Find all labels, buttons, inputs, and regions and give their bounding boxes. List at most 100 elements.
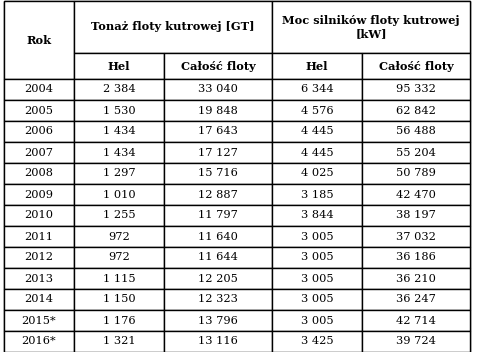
Bar <box>164 268 272 289</box>
Bar <box>272 142 362 163</box>
Bar <box>4 310 74 331</box>
Bar <box>362 79 470 100</box>
Text: 1 176: 1 176 <box>103 315 135 326</box>
Bar <box>272 226 362 247</box>
Text: 3 005: 3 005 <box>301 232 333 241</box>
Text: 62 842: 62 842 <box>396 106 436 115</box>
Bar <box>74 268 164 289</box>
Text: 15 716: 15 716 <box>198 169 238 178</box>
Text: 38 197: 38 197 <box>396 210 436 220</box>
Text: 3 005: 3 005 <box>301 315 333 326</box>
Bar <box>272 247 362 268</box>
Text: 2011: 2011 <box>25 232 53 241</box>
Bar <box>164 331 272 352</box>
Bar <box>74 100 164 121</box>
Text: 1 530: 1 530 <box>103 106 135 115</box>
Text: 55 204: 55 204 <box>396 147 436 157</box>
Text: 36 247: 36 247 <box>396 295 436 304</box>
Bar <box>164 142 272 163</box>
Bar <box>74 79 164 100</box>
Text: 17 127: 17 127 <box>198 147 238 157</box>
Text: 3 844: 3 844 <box>301 210 333 220</box>
Bar <box>164 289 272 310</box>
Bar <box>362 121 470 142</box>
Bar <box>4 268 74 289</box>
Bar <box>164 100 272 121</box>
Text: Rok: Rok <box>27 34 51 45</box>
Text: Hel: Hel <box>108 61 130 71</box>
Text: 3 425: 3 425 <box>301 337 333 346</box>
Text: 3 005: 3 005 <box>301 252 333 263</box>
Text: 12 205: 12 205 <box>198 274 238 283</box>
Bar <box>164 79 272 100</box>
Text: 36 210: 36 210 <box>396 274 436 283</box>
Text: 36 186: 36 186 <box>396 252 436 263</box>
Bar <box>272 100 362 121</box>
Bar <box>362 142 470 163</box>
Text: 56 488: 56 488 <box>396 126 436 137</box>
Text: Tonaż floty kutrowej [GT]: Tonaż floty kutrowej [GT] <box>91 21 255 32</box>
Text: 2010: 2010 <box>25 210 53 220</box>
Text: 19 848: 19 848 <box>198 106 238 115</box>
Text: 6 344: 6 344 <box>301 84 333 94</box>
Text: Moc silników floty kutrowej
[kW]: Moc silników floty kutrowej [kW] <box>282 15 460 39</box>
Bar <box>362 205 470 226</box>
Bar <box>362 331 470 352</box>
Text: 4 576: 4 576 <box>301 106 333 115</box>
Bar <box>4 247 74 268</box>
Text: 13 116: 13 116 <box>198 337 238 346</box>
Text: 42 714: 42 714 <box>396 315 436 326</box>
Bar <box>4 79 74 100</box>
Bar <box>362 268 470 289</box>
Text: 4 025: 4 025 <box>301 169 333 178</box>
Bar <box>4 1 74 79</box>
Bar <box>272 53 362 79</box>
Text: 2016*: 2016* <box>22 337 56 346</box>
Bar <box>4 205 74 226</box>
Bar <box>362 247 470 268</box>
Bar <box>74 247 164 268</box>
Text: 2 384: 2 384 <box>103 84 135 94</box>
Text: 972: 972 <box>108 252 130 263</box>
Bar <box>164 163 272 184</box>
Bar <box>362 163 470 184</box>
Text: Hel: Hel <box>306 61 328 71</box>
Bar <box>4 142 74 163</box>
Text: 1 297: 1 297 <box>103 169 135 178</box>
Text: 33 040: 33 040 <box>198 84 238 94</box>
Text: 37 032: 37 032 <box>396 232 436 241</box>
Text: 4 445: 4 445 <box>301 126 333 137</box>
Bar <box>272 331 362 352</box>
Bar <box>272 289 362 310</box>
Bar <box>74 121 164 142</box>
Bar <box>164 205 272 226</box>
Bar <box>272 184 362 205</box>
Text: 2014: 2014 <box>25 295 53 304</box>
Bar <box>74 310 164 331</box>
Text: 1 255: 1 255 <box>103 210 135 220</box>
Bar <box>164 184 272 205</box>
Text: 2006: 2006 <box>25 126 53 137</box>
Text: 2004: 2004 <box>25 84 53 94</box>
Bar <box>74 289 164 310</box>
Text: 972: 972 <box>108 232 130 241</box>
Bar <box>362 310 470 331</box>
Bar <box>4 100 74 121</box>
Text: 17 643: 17 643 <box>198 126 238 137</box>
Bar <box>272 268 362 289</box>
Text: 11 797: 11 797 <box>198 210 238 220</box>
Text: 50 789: 50 789 <box>396 169 436 178</box>
Bar <box>74 53 164 79</box>
Bar <box>4 121 74 142</box>
Bar <box>362 184 470 205</box>
Text: Całość floty: Całość floty <box>378 61 453 71</box>
Text: 11 640: 11 640 <box>198 232 238 241</box>
Bar <box>4 226 74 247</box>
Text: 2015*: 2015* <box>22 315 56 326</box>
Bar <box>4 289 74 310</box>
Text: 3 005: 3 005 <box>301 274 333 283</box>
Text: 3 185: 3 185 <box>301 189 333 200</box>
Bar <box>4 331 74 352</box>
Text: 3 005: 3 005 <box>301 295 333 304</box>
Bar <box>362 100 470 121</box>
